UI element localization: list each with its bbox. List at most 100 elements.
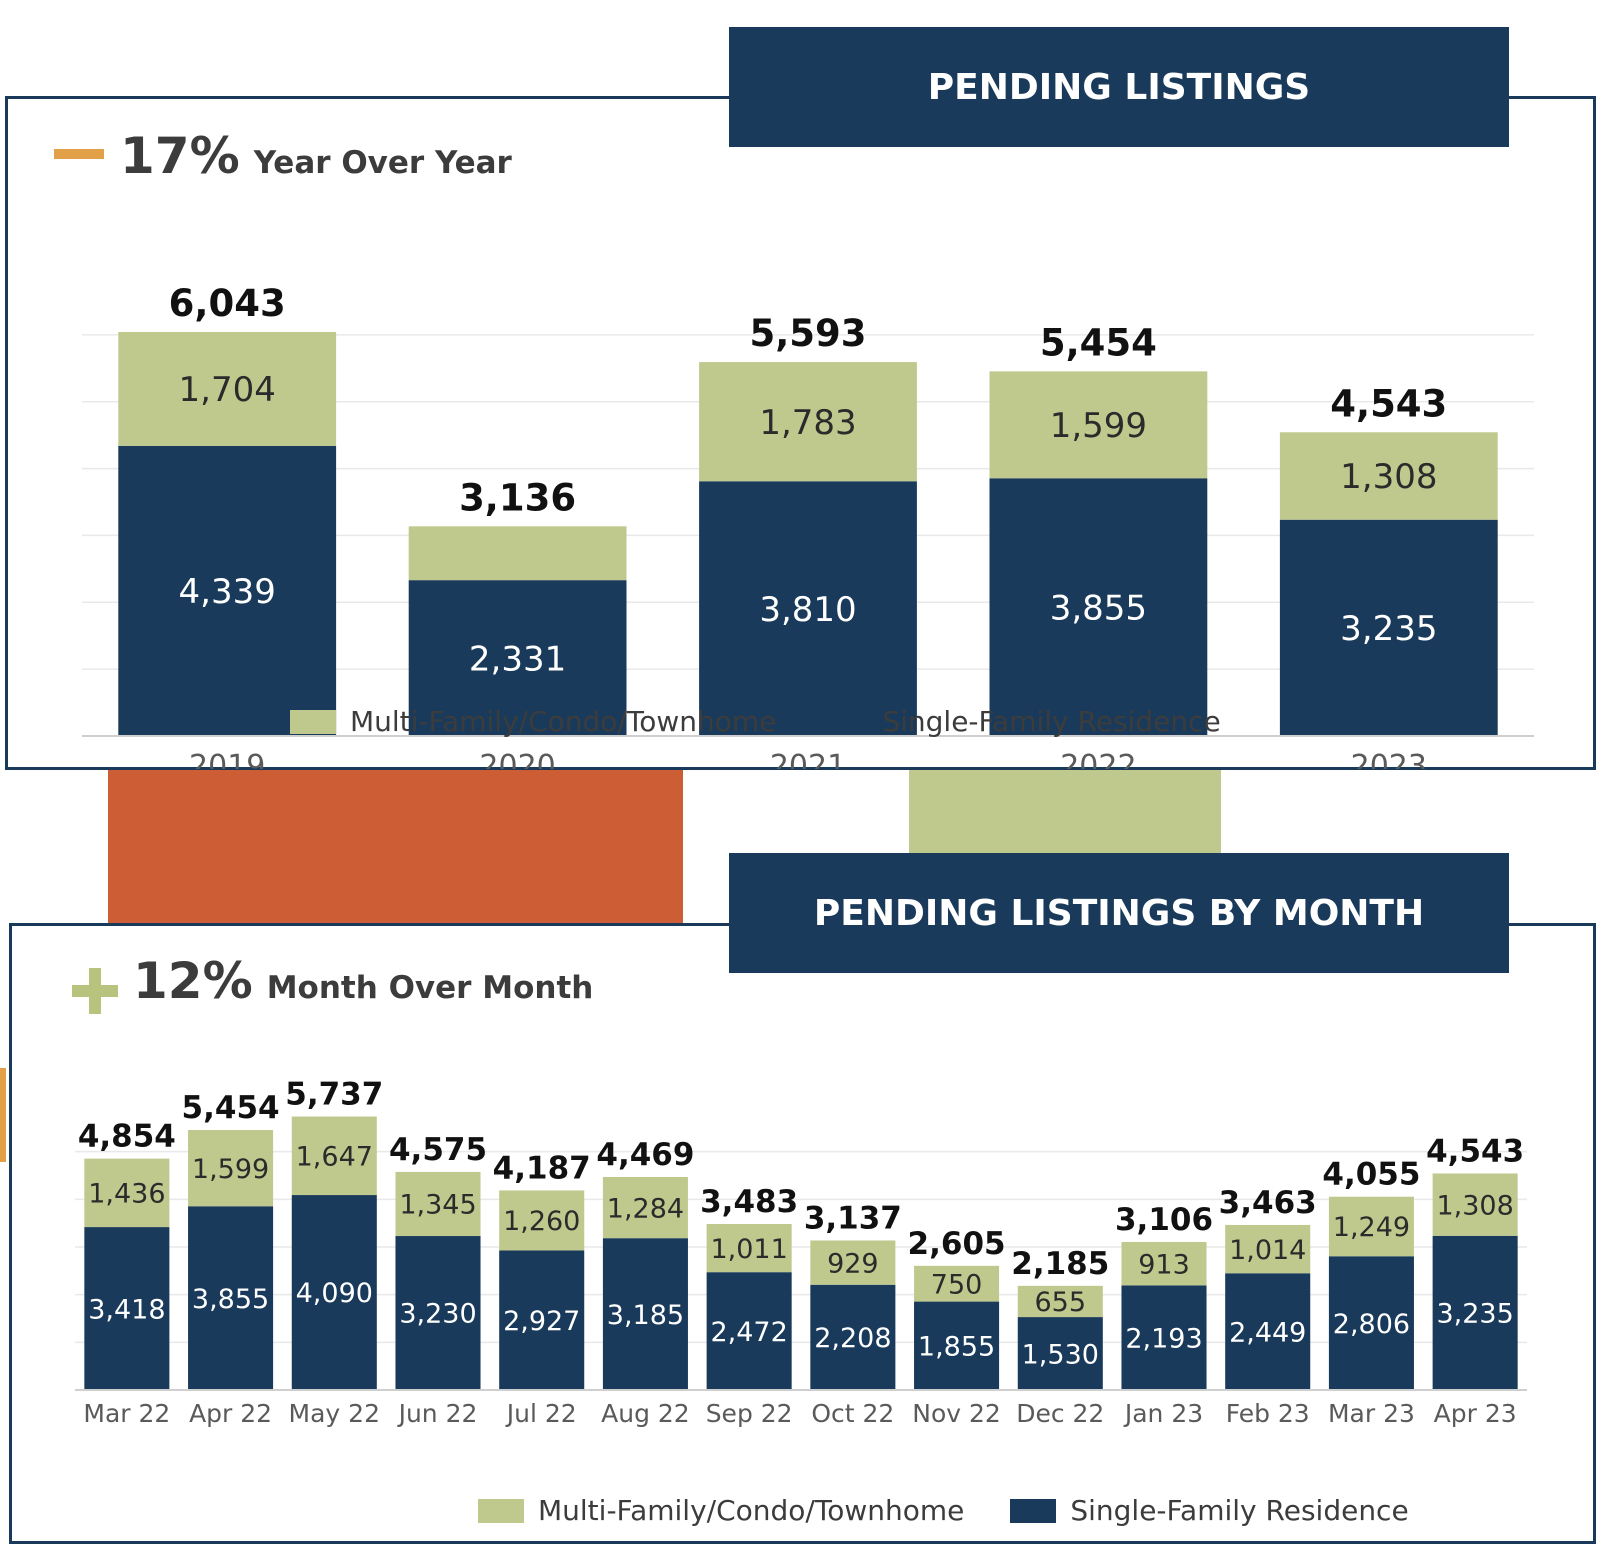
monthly-chart-panel: 12% Month Over Month 3,418 1,436 4,854 Mar … [9, 923, 1596, 1544]
x-tick-label: Feb 23 [1226, 1399, 1310, 1428]
data-label-single-family: 3,810 [759, 590, 856, 630]
decor-side-tab [0, 1068, 6, 1162]
x-tick-label: 2020 [479, 749, 555, 769]
data-label-single-family: 3,185 [607, 1300, 684, 1331]
bar-single-family [188, 1206, 274, 1390]
total-label: 5,454 [1040, 321, 1157, 364]
yoy-label: Year Over Year [253, 145, 512, 181]
bar-multi-family [291, 1116, 377, 1196]
total-label: 6,043 [169, 282, 286, 325]
data-label-single-family: 4,090 [296, 1278, 373, 1309]
data-label-multi-family: 1,436 [88, 1179, 165, 1210]
x-tick-label: Jun 22 [397, 1399, 478, 1428]
bar-single-family [1279, 519, 1498, 736]
legend-swatch-single-family [822, 709, 869, 734]
data-label-multi-family: 1,783 [759, 403, 856, 443]
yoy-stat: 17% Year Over Year [120, 127, 512, 185]
minus-icon [54, 149, 104, 159]
data-label-single-family: 3,855 [1050, 588, 1147, 628]
x-tick-label: 2023 [1351, 749, 1427, 769]
bar-multi-family [914, 1265, 1000, 1302]
bar-multi-family [602, 1176, 688, 1239]
data-label-multi-family: 655 [1035, 1287, 1087, 1318]
data-label-multi-family: 1,014 [1229, 1235, 1306, 1266]
x-tick-label: 2021 [770, 749, 846, 769]
bar-multi-family [1121, 1241, 1207, 1286]
legend-item-multi-family: Multi-Family/Condo/Townhome [478, 1494, 964, 1527]
x-tick-label: May 22 [289, 1399, 380, 1428]
bar-single-family [602, 1238, 688, 1390]
total-label: 3,136 [459, 476, 576, 519]
total-label: 4,575 [389, 1132, 487, 1168]
bar-multi-family [1017, 1285, 1103, 1318]
data-label-single-family: 2,331 [469, 639, 566, 679]
bar-multi-family [84, 1158, 170, 1228]
bar-multi-family [395, 1171, 481, 1237]
legend-label-multi-family: Multi-Family/Condo/Townhome [350, 705, 777, 738]
yearly-legend: Multi-Family/Condo/Townhome Single-Famil… [290, 705, 1267, 738]
bar-single-family [1121, 1285, 1207, 1390]
bar-single-family [1225, 1273, 1311, 1390]
total-label: 4,469 [596, 1137, 694, 1173]
total-label: 3,106 [1115, 1202, 1213, 1238]
bar-single-family [84, 1227, 170, 1390]
data-label-single-family: 2,449 [1229, 1317, 1306, 1348]
data-label-multi-family: 913 [1138, 1249, 1190, 1280]
data-label-multi-family: 1,704 [179, 370, 276, 410]
legend-label-multi-family: Multi-Family/Condo/Townhome [538, 1494, 965, 1527]
data-label-multi-family: 1,599 [1050, 406, 1147, 446]
data-label-multi-family: 1,308 [1340, 457, 1437, 497]
x-tick-label: Sep 22 [706, 1399, 793, 1428]
total-label: 5,454 [182, 1090, 280, 1126]
yoy-percent: 17% [120, 127, 240, 185]
total-label: 4,187 [493, 1150, 591, 1186]
total-label: 2,185 [1011, 1246, 1109, 1282]
data-label-single-family: 2,472 [710, 1317, 787, 1348]
data-label-single-family: 3,235 [1340, 609, 1437, 649]
x-tick-label: Dec 22 [1016, 1399, 1104, 1428]
total-label: 4,055 [1322, 1157, 1420, 1193]
bar-multi-family [1432, 1173, 1518, 1236]
bar-single-family [914, 1301, 1000, 1390]
total-label: 4,543 [1330, 382, 1447, 425]
data-label-single-family: 2,927 [503, 1306, 580, 1337]
mom-stat: 12% Month Over Month [133, 952, 593, 1010]
bar-multi-family [1225, 1224, 1311, 1274]
x-tick-label: Apr 23 [1434, 1399, 1517, 1428]
x-tick-label: Oct 22 [811, 1399, 894, 1428]
total-label: 2,605 [908, 1226, 1006, 1262]
bar-multi-family [989, 371, 1208, 479]
x-tick-label: Apr 22 [189, 1399, 272, 1428]
legend-item-single-family: Single-Family Residence [1010, 1494, 1409, 1527]
bar-single-family [1432, 1235, 1518, 1390]
data-label-single-family: 2,806 [1333, 1309, 1410, 1340]
legend-swatch-multi-family [290, 709, 336, 734]
monthly-legend: Multi-Family/Condo/Townhome Single-Famil… [478, 1494, 1455, 1527]
bar-single-family [499, 1250, 585, 1390]
bar-single-family [699, 481, 917, 736]
pending-listings-banner: PENDING LISTINGS [729, 27, 1509, 147]
bar-single-family [706, 1272, 792, 1390]
x-tick-label: Mar 23 [1328, 1399, 1415, 1428]
plus-icon [72, 968, 118, 1014]
mom-percent: 12% [133, 952, 253, 1010]
bar-single-family [1328, 1256, 1414, 1390]
mom-label: Month Over Month [266, 970, 594, 1006]
bar-multi-family [810, 1240, 896, 1285]
bar-single-family [1017, 1317, 1103, 1390]
data-label-multi-family: 1,249 [1333, 1212, 1410, 1243]
legend-item-multi-family: Multi-Family/Condo/Townhome [290, 705, 776, 738]
data-label-multi-family: 1,647 [296, 1142, 373, 1173]
bar-multi-family [188, 1130, 274, 1207]
bar-multi-family [408, 526, 627, 581]
data-label-multi-family: 1,284 [607, 1193, 684, 1224]
data-label-multi-family: 1,599 [192, 1154, 269, 1185]
data-label-single-family: 3,855 [192, 1284, 269, 1315]
bar-multi-family [1328, 1196, 1414, 1257]
decor-orange-block [108, 748, 683, 928]
total-label: 4,543 [1426, 1133, 1524, 1169]
data-label-single-family: 2,208 [814, 1323, 891, 1354]
data-label-single-family: 3,418 [88, 1294, 165, 1325]
pending-listings-by-month-banner: PENDING LISTINGS BY MONTH [729, 853, 1509, 973]
x-tick-label: 2019 [189, 749, 265, 769]
